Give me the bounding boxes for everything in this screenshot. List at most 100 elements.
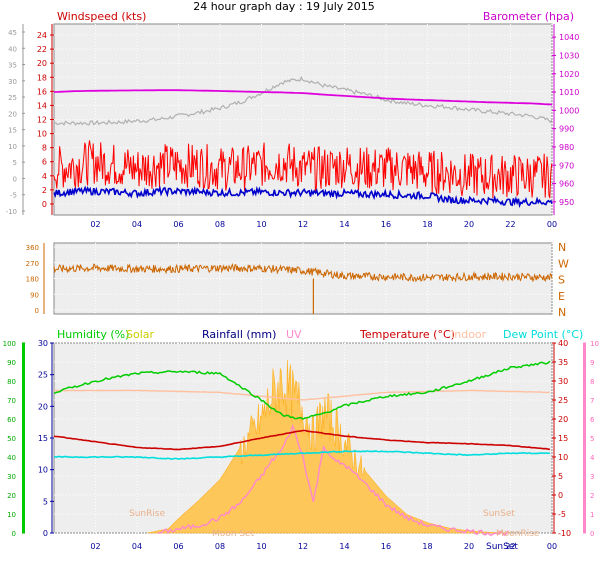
outer-tick-label: 25: [8, 94, 17, 102]
direction-tick-label: 360: [26, 244, 39, 252]
x-tick-label: 22: [505, 220, 515, 229]
wind-series: [53, 75, 553, 209]
direction-tick-label: 270: [26, 260, 39, 268]
outer-tick-label: -10: [6, 208, 17, 216]
x-tick-label: 16: [381, 542, 391, 551]
humidity-tick-label: 100: [3, 340, 16, 348]
barometer-tick-label: 950: [559, 198, 574, 207]
grey-series-line: [53, 75, 553, 126]
outer-tick-label: 15: [8, 127, 17, 135]
x-tick-label: 22: [505, 542, 515, 551]
uv-tick-label: 0: [590, 530, 594, 538]
uv-axis-bar: [583, 343, 586, 533]
legend-uv: UV: [286, 328, 302, 341]
outer-tick-label: 5: [13, 159, 17, 167]
x-tick-label: 20: [464, 220, 474, 229]
wind-gust-line: [53, 140, 553, 199]
barometer-line: [53, 89, 553, 106]
windspeed-tick-label: 10: [37, 130, 47, 139]
windspeed-tick-label: 6: [42, 158, 47, 167]
rain-tick-label: 25: [38, 371, 48, 380]
windspeed-tick-label: 22: [37, 45, 47, 54]
dew-point-line: [53, 450, 550, 461]
x-tick-label: 00: [547, 220, 557, 229]
humidity-tick-label: 80: [7, 378, 16, 386]
direction-tick-label: 90: [30, 291, 39, 299]
x-tick-label: 06: [173, 542, 183, 551]
outer-tick-label: 35: [8, 62, 17, 70]
x-tick-label: 20: [464, 542, 474, 551]
x-tick-label: 12: [298, 220, 308, 229]
humidity-tick-label: 30: [7, 473, 16, 481]
x-tick-label: 10: [256, 542, 266, 551]
humidity-tick-label: 60: [7, 416, 16, 424]
solar-area: [147, 359, 511, 534]
barometer-tick-label: 990: [559, 125, 574, 134]
temperature-line: [53, 429, 551, 451]
barometer-tick-label: 980: [559, 143, 574, 152]
windspeed-tick-label: 2: [42, 186, 47, 195]
sunset-label: SunSet: [483, 509, 515, 519]
windspeed-label: Windspeed (kts): [57, 10, 146, 23]
barometer-tick-label: 1020: [559, 70, 579, 79]
rain-tick-label: 30: [38, 339, 48, 348]
windspeed-tick-label: 12: [37, 116, 47, 125]
windspeed-tick-label: 24: [37, 31, 47, 40]
windspeed-tick-label: 0: [42, 200, 47, 209]
temp-tick-label: 25: [558, 396, 568, 405]
rain-tick-label: 5: [43, 497, 48, 506]
outer-tick-label: 45: [8, 29, 17, 37]
rain-tick-label: 0: [43, 529, 48, 538]
x-tick-label: 00: [547, 542, 557, 551]
outer-tick-label: 20: [8, 110, 17, 118]
legend-indoor: Indoor: [451, 328, 487, 341]
wind-x-axis: 02 04 06 08 10 12 14 16 18 20 22 00: [90, 220, 557, 229]
uv-tick-label: 8: [590, 378, 594, 386]
rain-tick-label: 15: [38, 434, 48, 443]
humidity-tick-label: 90: [7, 359, 16, 367]
windspeed-tick-label: 8: [42, 144, 47, 153]
x-tick-label: 04: [132, 220, 142, 229]
temp-tick-label: 35: [558, 358, 568, 367]
outer-tick-label: 40: [8, 45, 17, 53]
temp-panel-axes: 4035302520151050-5-101009080706050403020…: [3, 339, 599, 538]
sunset-axis-label: SunSet: [486, 542, 518, 552]
temp-x-axis: 02 04 06 08 10 12 14 16 18 20 22 00: [90, 542, 557, 551]
uv-tick-label: 6: [590, 416, 595, 424]
outer-tick-label: -5: [10, 192, 17, 200]
barometer-tick-label: 1000: [559, 106, 579, 115]
x-tick-label: 02: [90, 220, 100, 229]
x-tick-label: 06: [173, 220, 183, 229]
humidity-tick-label: 40: [7, 454, 16, 462]
compass-label: W: [558, 257, 569, 270]
temp-tick-label: 5: [558, 472, 563, 481]
windspeed-tick-label: 4: [42, 172, 47, 181]
direction-panel-grid: [54, 243, 553, 314]
x-tick-label: 10: [256, 220, 266, 229]
temp-series: [53, 359, 551, 537]
moonrise-label: MoonRise: [496, 529, 540, 539]
x-tick-label: 14: [339, 220, 349, 229]
humidity-line: [53, 360, 551, 420]
windspeed-tick-label: 16: [37, 87, 47, 96]
chart-title: 24 hour graph day : 19 July 2015: [193, 0, 375, 13]
temp-legend: Humidity (%)Solar Rainfall (mm) UV Temperat…: [57, 328, 583, 341]
windspeed-tick-label: 18: [37, 73, 47, 82]
compass-label: N: [558, 306, 566, 319]
windspeed-tick-label: 20: [37, 59, 47, 68]
uv-tick-label: 2: [590, 492, 594, 500]
indoor-temp-line: [53, 389, 550, 401]
barometer-tick-label: 960: [559, 180, 574, 189]
temp-tick-label: 30: [558, 377, 568, 386]
temp-tick-label: 15: [558, 434, 568, 443]
temp-panel: 4035302520151050-5-101009080706050403020…: [3, 328, 599, 552]
uv-tick-label: 1: [590, 511, 594, 519]
wind-direction-line: [53, 262, 553, 283]
humidity-tick-label: 50: [7, 435, 16, 443]
humidity-tick-label: 10: [7, 511, 16, 519]
temp-tick-label: 0: [558, 491, 563, 500]
uv-tick-label: 7: [590, 397, 594, 405]
